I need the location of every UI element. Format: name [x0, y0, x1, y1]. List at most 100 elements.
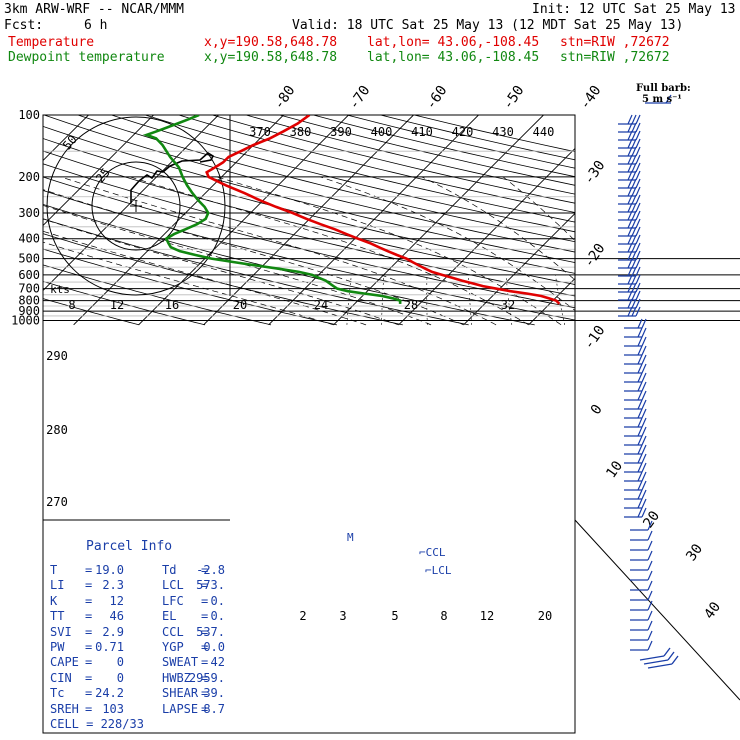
parcel-cell: Tc	[50, 686, 65, 701]
wind-barb	[618, 186, 641, 197]
parcel-cell: =	[201, 686, 209, 701]
barb-flag	[641, 354, 647, 365]
wind-barb	[618, 250, 641, 261]
mixing-ratio-label: 5	[391, 609, 398, 623]
parcel-cell: LFC	[162, 593, 184, 608]
parcel-info-title: Parcel Info	[86, 539, 173, 554]
parcel-cell: LAPSE	[162, 701, 199, 716]
barb-flag	[631, 290, 637, 301]
wind-barbs	[618, 94, 679, 669]
barb-flag	[641, 372, 647, 383]
mixing-ratio-label: 12	[480, 609, 494, 623]
barb-flag	[627, 122, 633, 133]
pressure-tick-label: 300	[18, 206, 40, 220]
isotherm-label: 40	[701, 599, 724, 622]
barb-flag	[647, 620, 653, 631]
barb-flag	[627, 250, 633, 261]
mixing-ratio-label: 8	[440, 609, 447, 623]
wind-barb	[624, 444, 647, 455]
dewpoint-latlon: lat,lon= 43.06,-108.45	[367, 50, 540, 65]
wind-barb	[618, 130, 641, 141]
parcel-cell: TT	[50, 609, 65, 624]
wind-barb	[618, 170, 641, 181]
theta-label: 280	[46, 423, 68, 437]
parcel-cell: 0.71	[95, 640, 124, 654]
pressure-tick-label: 800	[18, 294, 40, 308]
temperature-latlon: lat,lon= 43.06,-108.45	[367, 35, 540, 50]
barb-flag	[641, 453, 647, 464]
parcel-cell: 46	[109, 609, 124, 624]
barb-flag	[641, 480, 647, 491]
barb-flag	[631, 154, 637, 165]
barb-flag	[631, 282, 637, 293]
isotherm-line	[463, 115, 674, 326]
barb-flag	[631, 130, 637, 141]
dewpoint-legend: Dewpoint temperature	[8, 50, 165, 65]
dry-adiabat-line	[414, 115, 740, 326]
moist-adiabat-line	[421, 176, 627, 326]
pressure-tick-label: 1000	[11, 314, 40, 328]
wind-barb	[618, 146, 641, 157]
barb-flag	[641, 435, 647, 446]
isotherm-label: 30	[683, 541, 706, 564]
barb-flag	[631, 226, 637, 237]
dry-adiabat-line	[43, 115, 601, 326]
barb-flag	[627, 178, 633, 189]
isotherm-line	[723, 115, 740, 326]
hodo-speed-label: 24	[314, 298, 328, 312]
parcel-cell: =	[201, 593, 209, 608]
pressure-tick-label: 700	[18, 282, 40, 296]
pressure-tick-label: 200	[18, 170, 40, 184]
wind-barb	[624, 462, 647, 473]
barb-flag	[637, 435, 643, 446]
moist-adiabat-line	[43, 176, 432, 326]
barb-flag	[627, 282, 633, 293]
parcel-cell: 8.7	[203, 701, 225, 716]
parcel-cell: CAPE	[50, 655, 79, 670]
dry-adiabat-line	[245, 115, 740, 326]
moist-adiabat-line	[43, 176, 399, 326]
barb-flag	[627, 298, 633, 309]
hodo-speed-label: 32	[501, 298, 515, 312]
parcel-cell: =	[85, 563, 93, 577]
barb-flag	[647, 590, 653, 601]
temperature-station: stn=RIW ,72672	[560, 35, 670, 50]
wind-barb	[630, 590, 653, 601]
dewpoint-xy: x,y=190.58,648.78	[204, 50, 338, 65]
barb-flag	[635, 266, 641, 277]
wind-barb	[624, 480, 647, 491]
wind-barb	[624, 435, 647, 446]
wind-barb	[618, 290, 641, 301]
barb-flag	[631, 258, 637, 269]
surface-barb-flag	[663, 647, 671, 657]
barb-flag	[627, 226, 633, 237]
wind-barb	[618, 138, 641, 149]
barb-flag	[641, 363, 647, 374]
dry-adiabat-line	[43, 115, 206, 326]
isotherm-label: -10	[581, 323, 609, 353]
barb-flag	[627, 162, 633, 173]
mixing-ratio-line	[468, 274, 473, 325]
hodo-speed-label: 16	[165, 298, 179, 312]
barb-flag	[631, 274, 637, 285]
barb-flag	[631, 266, 637, 277]
barb-flag	[627, 218, 633, 229]
barb-flag	[627, 194, 633, 205]
wind-barb	[630, 550, 653, 561]
barb-flag	[631, 122, 637, 133]
parcel-cell: CCL	[162, 624, 184, 639]
barb-flag	[635, 258, 641, 269]
wind-barb	[624, 390, 647, 401]
wind-barb	[630, 530, 653, 541]
barb-flag	[635, 234, 641, 245]
barb-flag	[635, 226, 641, 237]
barb-flag	[631, 114, 637, 125]
barb-flag	[635, 202, 641, 213]
barb-flag	[637, 399, 643, 410]
barb-flag	[637, 327, 643, 338]
wind-barb	[630, 620, 653, 631]
parcel-cell: =	[201, 655, 209, 670]
wind-barb	[618, 282, 641, 293]
pressure-tick-label: 500	[18, 252, 40, 266]
parcel-cell: Td	[162, 563, 177, 577]
